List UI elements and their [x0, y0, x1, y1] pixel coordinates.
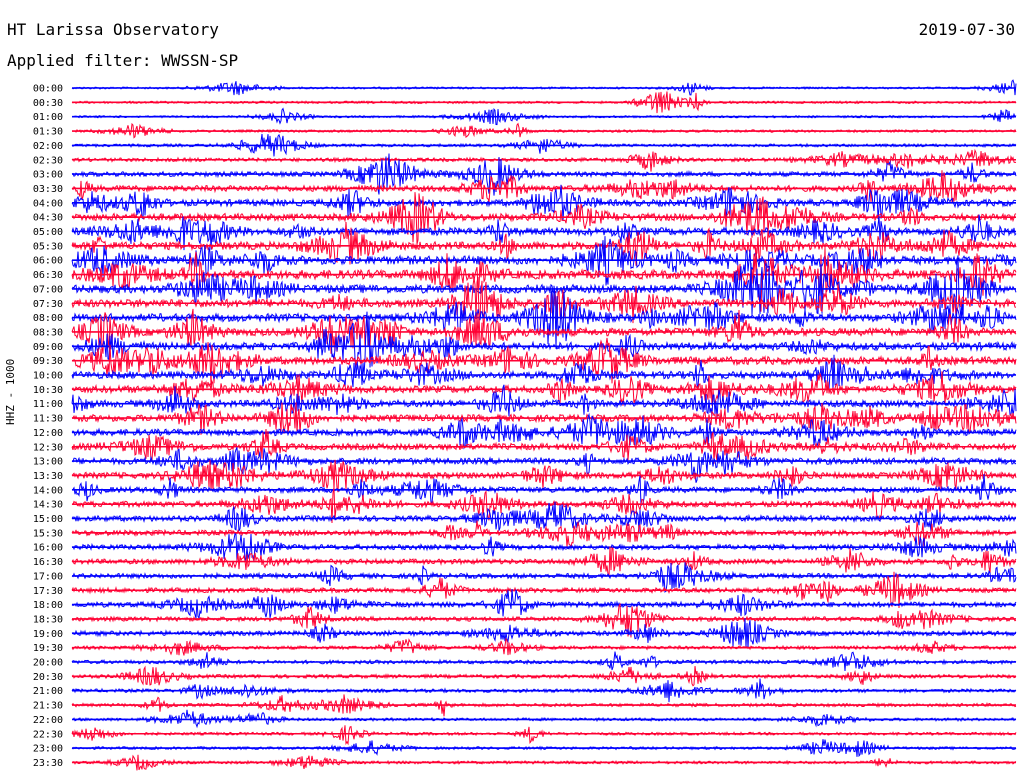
hour-label: 07:00: [33, 284, 63, 295]
hour-label: 23:00: [33, 744, 63, 755]
seismogram-trace: [71, 276, 1017, 332]
hour-label: 22:30: [33, 729, 63, 740]
hour-label: 21:30: [33, 701, 63, 712]
hour-label: 05:30: [33, 241, 63, 252]
hour-label: 17:00: [33, 571, 63, 582]
seismogram-trace: [71, 447, 1017, 483]
hour-label: 23:30: [33, 758, 63, 769]
hour-label: 10:30: [33, 385, 63, 396]
hour-label: 18:30: [33, 614, 63, 625]
hour-label: 08:00: [33, 313, 63, 324]
hour-label: 20:00: [33, 658, 63, 669]
hour-label: 02:30: [33, 155, 63, 166]
seismogram-trace: [71, 255, 1017, 321]
hour-label: 08:30: [33, 327, 63, 338]
hour-label: 12:30: [33, 442, 63, 453]
station-title: HT Larissa Observatory: [7, 20, 219, 39]
hour-label: 03:30: [33, 184, 63, 195]
hour-label: 19:00: [33, 629, 63, 640]
seismogram-trace: [71, 170, 1017, 203]
hour-label: 07:30: [33, 299, 63, 310]
filter-label: Applied filter: WWSSN-SP: [7, 51, 239, 70]
hour-label: 16:00: [33, 543, 63, 554]
hour-label: 15:30: [33, 528, 63, 539]
hour-label: 09:30: [33, 356, 63, 367]
hour-label: 03:00: [33, 170, 63, 181]
hour-label: 18:00: [33, 600, 63, 611]
hour-label: 01:30: [33, 127, 63, 138]
hour-label: 13:00: [33, 457, 63, 468]
seismogram-trace: [71, 153, 1017, 196]
hour-label: 14:00: [33, 485, 63, 496]
seismogram-trace: [72, 709, 1017, 729]
hour-label: 01:00: [33, 112, 63, 123]
hour-label: 17:30: [33, 586, 63, 597]
hour-label: 19:30: [33, 643, 63, 654]
hour-label: 04:00: [33, 198, 63, 209]
seismogram-trace: [71, 501, 1017, 533]
seismogram-trace: [71, 148, 1017, 172]
hour-label: 02:00: [33, 141, 63, 152]
seismogram-trace: [71, 546, 1017, 577]
hour-label: 09:00: [33, 342, 63, 353]
hour-label: 11:30: [33, 414, 63, 425]
seismogram-trace: [71, 247, 1017, 312]
seismogram-trace: [71, 371, 1017, 406]
seismogram-trace: [71, 221, 1017, 266]
hour-label: 00:00: [33, 84, 63, 95]
seismogram-trace: [71, 308, 1017, 354]
seismogram-trace: [71, 402, 1017, 435]
seismogram-trace: [71, 337, 1017, 385]
seismogram-trace: [71, 184, 1017, 221]
seismogram-trace: [71, 214, 1017, 251]
hour-label: 04:30: [33, 213, 63, 224]
seismogram-trace: [71, 562, 1017, 594]
hour-label: 15:00: [33, 514, 63, 525]
hour-label: 11:00: [33, 399, 63, 410]
hour-label: 12:00: [33, 428, 63, 439]
hour-label: 06:00: [33, 256, 63, 267]
hour-label: 16:30: [33, 557, 63, 568]
hour-label: 10:00: [33, 371, 63, 382]
hour-label: 00:30: [33, 98, 63, 109]
hour-label: 13:30: [33, 471, 63, 482]
hour-label: 21:00: [33, 686, 63, 697]
seismogram-trace: [71, 487, 1017, 524]
hour-label: 22:00: [33, 715, 63, 726]
hour-label: 05:00: [33, 227, 63, 238]
seismogram-trace: [71, 412, 1017, 450]
date-label: 2019-07-30: [918, 20, 1015, 39]
hour-label: 06:30: [33, 270, 63, 281]
hour-label: 20:30: [33, 672, 63, 683]
seismogram-trace: [71, 459, 1017, 493]
hour-label: 14:30: [33, 500, 63, 511]
